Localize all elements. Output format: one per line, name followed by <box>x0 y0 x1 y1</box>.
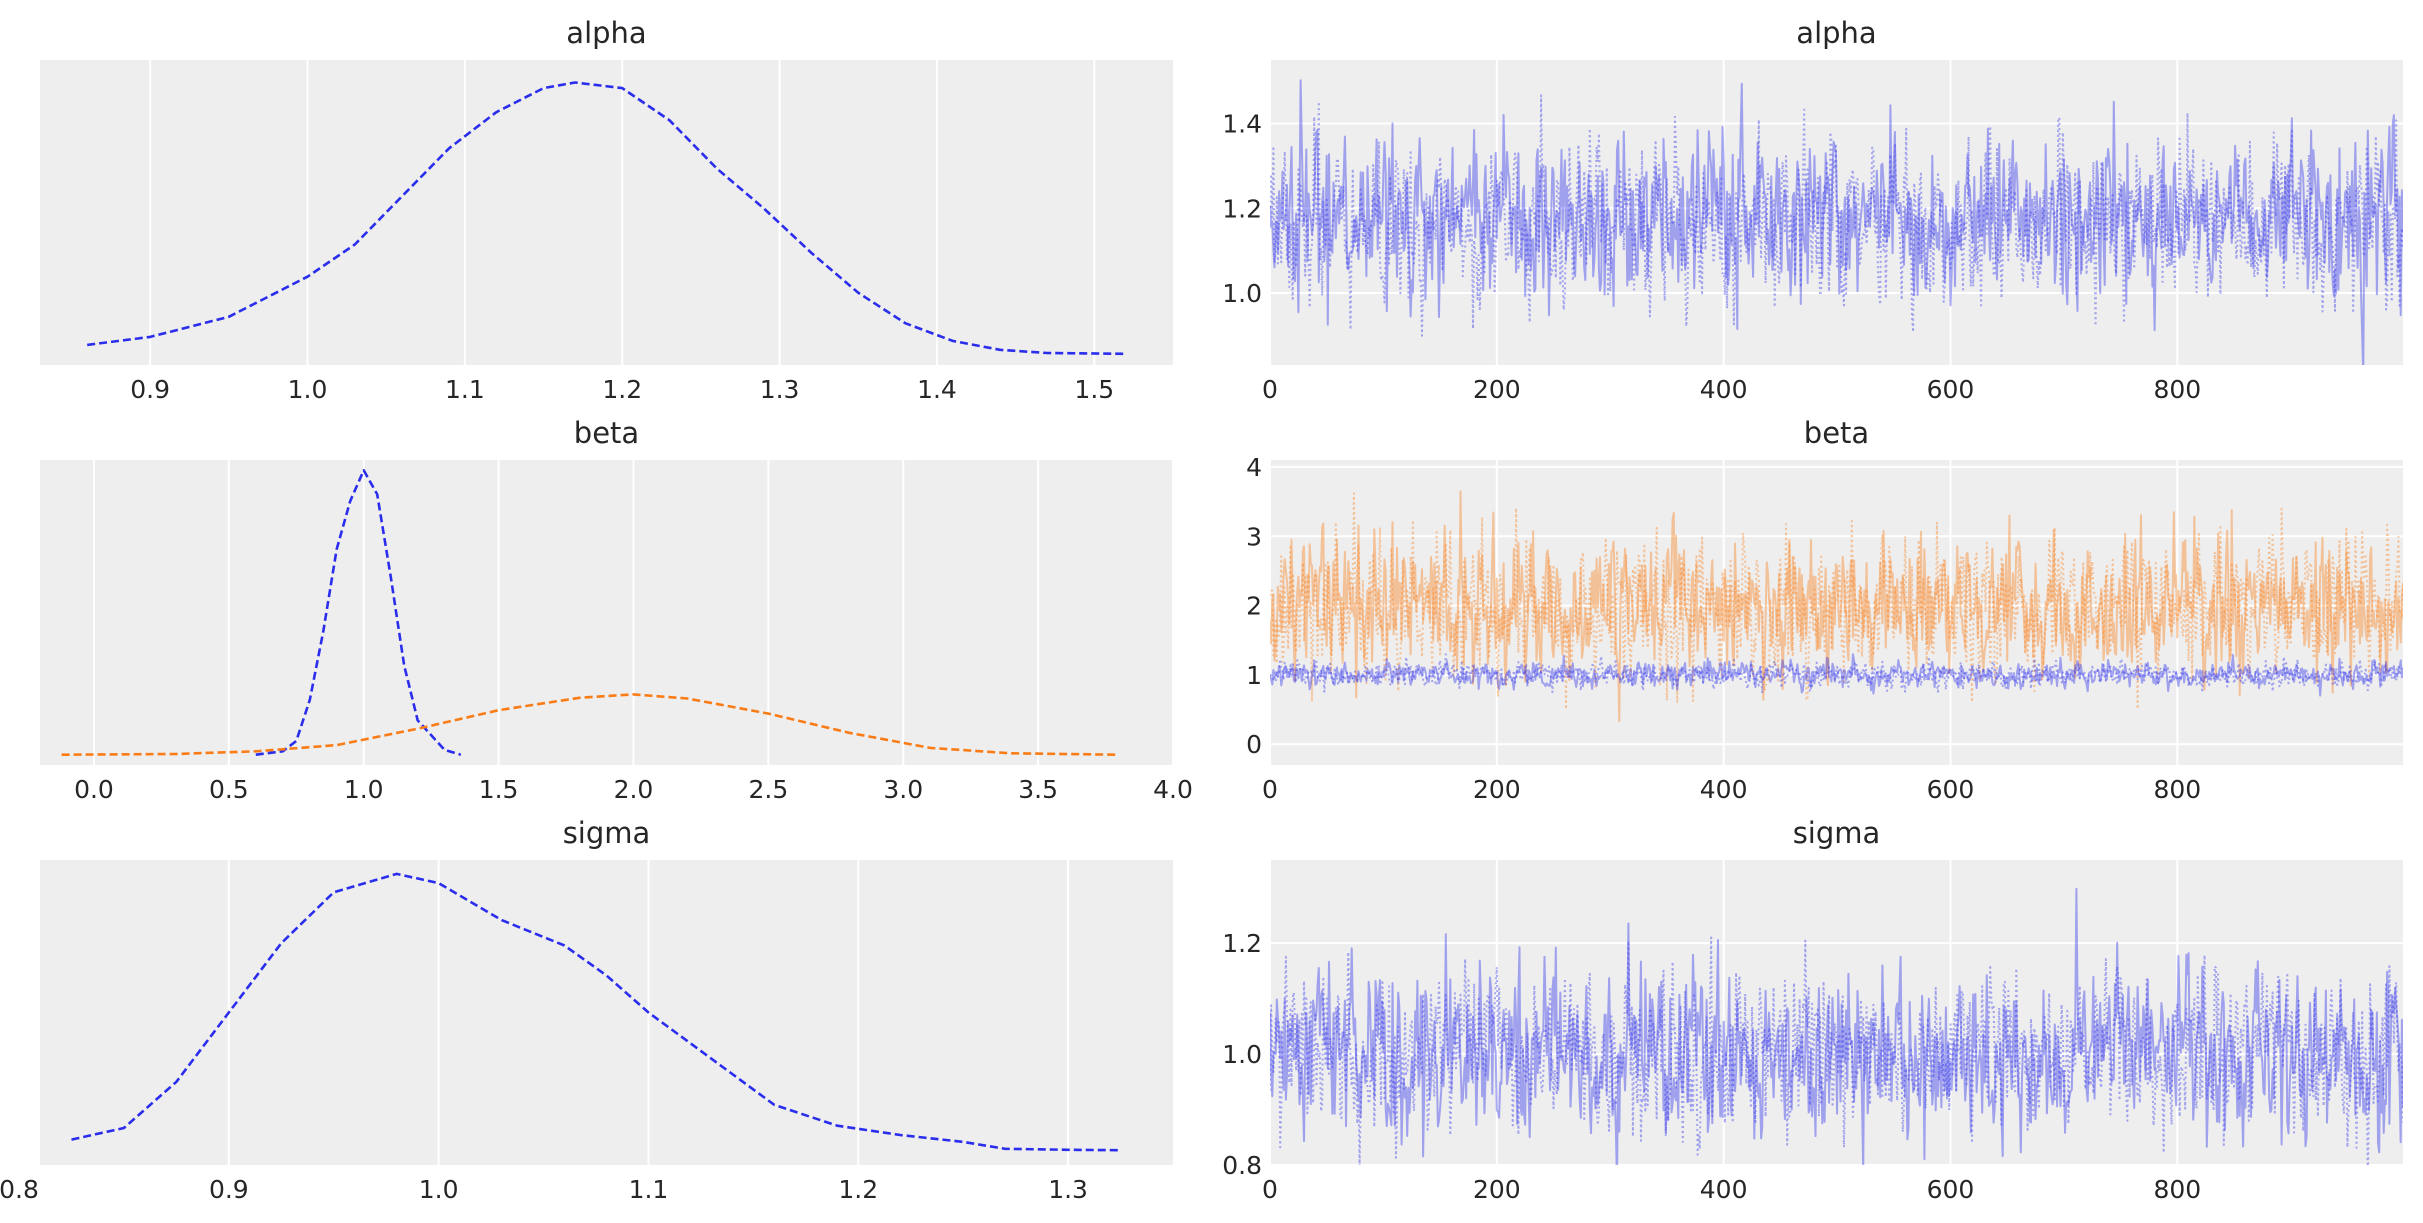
panel-beta-density: beta 0.0 0.5 1.0 1.5 2.0 2.5 3.0 3.5 4.0 <box>40 416 1193 804</box>
x-tick-label: 1.4 <box>917 375 957 404</box>
x-tick-label: 0.9 <box>209 1175 249 1204</box>
x-tick-label: 4.0 <box>1153 775 1193 804</box>
trace-line-1 <box>1270 79 2403 365</box>
x-tick-label: 0 <box>1262 1175 1278 1204</box>
y-tick-label: 1 <box>1246 661 1262 690</box>
x-tick-label: 2.5 <box>748 775 788 804</box>
panel-title: beta <box>1804 416 1869 450</box>
plot-area <box>1270 60 2403 365</box>
x-tick-label: 800 <box>2153 375 2201 404</box>
trace-line-2 <box>1270 936 2403 1165</box>
plot-area <box>1270 860 2403 1165</box>
density-line-1 <box>87 81 1126 356</box>
y-tick-label: 1.2 <box>1222 929 1262 958</box>
trace-line-2 <box>1270 492 2403 711</box>
series-group <box>1270 490 2403 723</box>
panel-sigma-density: sigma 0.8 0.9 1.0 1.1 1.2 1.3 <box>0 816 1173 1204</box>
x-tick-label: 400 <box>1700 1175 1748 1204</box>
x-tick-label: 0.9 <box>130 375 170 404</box>
density-line-1 <box>255 469 462 756</box>
x-tick-label: 3.5 <box>1018 775 1058 804</box>
plot-area <box>1270 460 2403 765</box>
x-tick-label: 200 <box>1473 375 1521 404</box>
x-tick-label: 2.0 <box>614 775 654 804</box>
panel-title: sigma <box>1793 816 1881 850</box>
series-group <box>1270 79 2403 365</box>
x-tick-label: 800 <box>2153 775 2201 804</box>
x-tick-label: 1.5 <box>1074 375 1114 404</box>
trace-line-1 <box>1270 887 2403 1165</box>
y-tick-label: 1.2 <box>1222 194 1262 223</box>
panel-title: beta <box>574 416 639 450</box>
x-tick-label: 400 <box>1700 375 1748 404</box>
series-group <box>87 81 1126 356</box>
x-tick-label: 0 <box>1262 775 1278 804</box>
panel-sigma-trace: sigma 0 200 400 600 800 0.8 1.0 1.2 <box>1222 816 2403 1204</box>
plot-area <box>40 60 1173 365</box>
x-tick-label: 0.5 <box>209 775 249 804</box>
y-tick-label: 2 <box>1246 592 1262 621</box>
x-tick-label: 1.3 <box>1048 1175 1088 1204</box>
x-tick-label: 1.1 <box>445 375 485 404</box>
y-tick-label: 1.4 <box>1222 110 1262 139</box>
x-tick-label: 1.2 <box>602 375 642 404</box>
x-tick-label: 1.0 <box>288 375 328 404</box>
y-tick-label: 1.0 <box>1222 1040 1262 1069</box>
panel-alpha-density: alpha 0.9 1.0 1.1 1.2 1.3 1.4 1.5 <box>40 16 1173 404</box>
x-tick-label: 0 <box>1262 375 1278 404</box>
x-tick-label: 0.0 <box>74 775 114 804</box>
panel-beta-trace: beta 0 200 400 600 800 0 1 2 3 4 <box>1246 416 2403 804</box>
y-tick-label: 0.8 <box>1222 1151 1262 1180</box>
y-tick-label: 0 <box>1246 730 1262 759</box>
panel-title: sigma <box>563 816 651 850</box>
plot-area <box>40 860 1173 1165</box>
x-tick-label: 0.8 <box>0 1175 39 1204</box>
trace-line-4 <box>1270 653 2403 695</box>
x-tick-label: 200 <box>1473 1175 1521 1204</box>
panel-title: alpha <box>566 16 646 50</box>
series-group <box>1270 887 2403 1165</box>
trace-line-3 <box>1270 653 2403 697</box>
x-tick-label: 1.0 <box>344 775 384 804</box>
x-tick-label: 1.0 <box>419 1175 459 1204</box>
trace-line-2 <box>1270 94 2403 337</box>
x-tick-label: 800 <box>2153 1175 2201 1204</box>
x-tick-label: 600 <box>1927 375 1975 404</box>
x-tick-label: 600 <box>1927 775 1975 804</box>
series-group <box>61 469 1120 756</box>
plot-area <box>40 460 1173 765</box>
x-tick-label: 1.3 <box>760 375 800 404</box>
trace-line-1 <box>1270 490 2403 723</box>
y-tick-label: 1.0 <box>1222 279 1262 308</box>
x-tick-label: 200 <box>1473 775 1521 804</box>
x-tick-label: 600 <box>1927 1175 1975 1204</box>
x-tick-label: 1.2 <box>838 1175 878 1204</box>
x-tick-label: 3.0 <box>883 775 923 804</box>
y-tick-label: 4 <box>1246 453 1262 482</box>
y-tick-label: 3 <box>1246 522 1262 551</box>
x-tick-label: 400 <box>1700 775 1748 804</box>
density-line-2 <box>61 693 1120 756</box>
x-tick-label: 1.1 <box>629 1175 669 1204</box>
panel-title: alpha <box>1796 16 1876 50</box>
panel-alpha-trace: alpha 0 200 400 600 800 1.0 1.2 1.4 <box>1222 16 2403 404</box>
x-tick-label: 1.5 <box>479 775 519 804</box>
